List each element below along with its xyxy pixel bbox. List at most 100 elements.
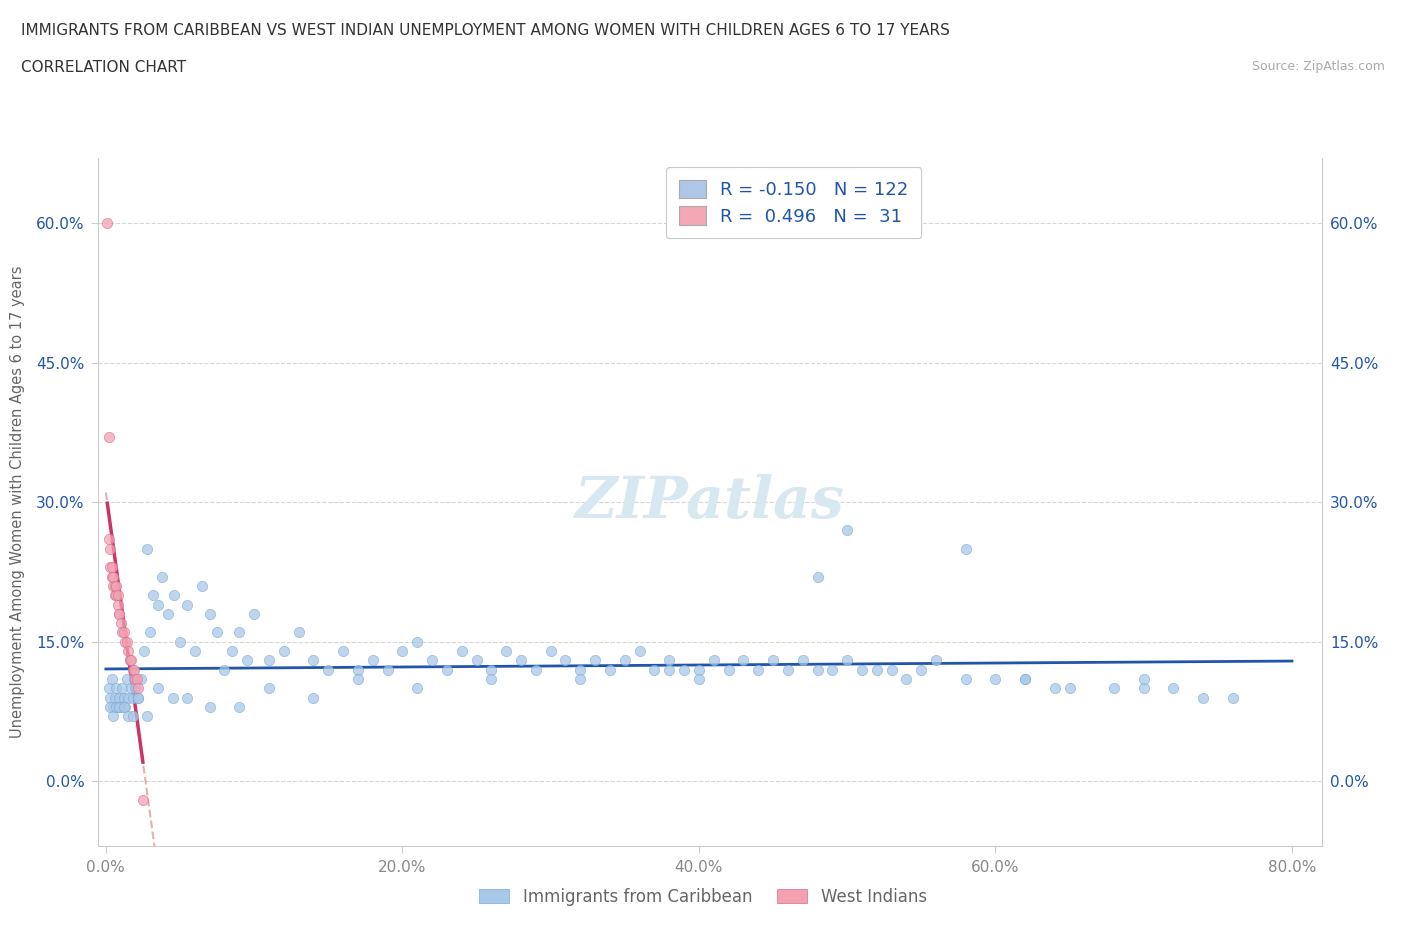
Point [302,690,325,705]
Point [191,578,214,593]
Point [98,541,121,556]
Point [332,644,354,658]
Point [406,634,429,649]
Point [104,690,127,705]
Point [184,644,207,658]
Point [955,541,977,556]
Point [124,671,146,686]
Point [361,653,384,668]
Point [142,588,165,603]
Point [107,597,129,612]
Point [510,653,533,668]
Point [127,690,149,705]
Point [688,662,710,677]
Point [112,699,135,714]
Point [104,578,127,593]
Point [1132,671,1154,686]
Point [198,606,221,621]
Point [176,690,198,705]
Point [257,653,280,668]
Point [228,699,250,714]
Point [569,662,592,677]
Point [176,597,198,612]
Point [837,523,859,538]
Point [554,653,576,668]
Point [377,662,399,677]
Point [896,671,918,686]
Point [583,653,606,668]
Point [117,644,139,658]
Point [984,671,1007,686]
Point [120,681,142,696]
Point [111,681,134,696]
Point [120,653,142,668]
Point [540,644,562,658]
Point [111,625,134,640]
Point [125,671,148,686]
Point [776,662,799,677]
Point [1192,690,1215,705]
Point [643,662,665,677]
Point [955,671,977,686]
Point [136,709,159,724]
Point [599,662,621,677]
Point [347,662,370,677]
Point [97,430,120,445]
Point [569,671,592,686]
Point [105,588,128,603]
Point [96,216,118,231]
Point [1163,681,1185,696]
Text: ZIPatlas: ZIPatlas [575,474,845,530]
Point [98,690,121,705]
Point [112,690,135,705]
Point [132,792,155,807]
Point [100,560,122,575]
Point [150,569,173,584]
Point [703,653,725,668]
Point [613,653,636,668]
Point [108,606,131,621]
Point [103,578,125,593]
Point [134,644,156,658]
Point [1102,681,1125,696]
Point [450,644,472,658]
Point [1132,681,1154,696]
Point [117,690,139,705]
Point [162,690,184,705]
Point [302,653,325,668]
Legend: Immigrants from Caribbean, West Indians: Immigrants from Caribbean, West Indians [472,881,934,912]
Point [479,671,502,686]
Point [105,699,128,714]
Point [733,653,755,668]
Point [851,662,873,677]
Point [658,662,681,677]
Point [124,681,146,696]
Point [406,681,429,696]
Text: Source: ZipAtlas.com: Source: ZipAtlas.com [1251,60,1385,73]
Point [127,690,149,705]
Point [479,662,502,677]
Point [100,671,122,686]
Point [118,653,141,668]
Point [925,653,948,668]
Point [104,588,127,603]
Point [107,699,129,714]
Point [792,653,814,668]
Point [243,606,266,621]
Point [97,681,120,696]
Point [163,588,186,603]
Point [628,644,651,658]
Point [1222,690,1244,705]
Point [121,662,143,677]
Point [465,653,488,668]
Point [122,671,145,686]
Point [169,634,191,649]
Point [214,662,236,677]
Point [107,588,129,603]
Point [747,662,769,677]
Point [103,709,125,724]
Point [257,681,280,696]
Point [131,671,153,686]
Point [235,653,257,668]
Point [673,662,696,677]
